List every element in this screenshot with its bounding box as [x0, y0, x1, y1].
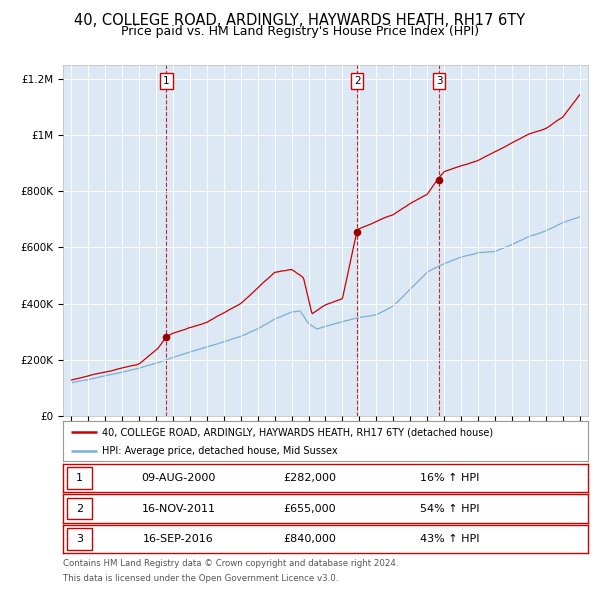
Text: 40, COLLEGE ROAD, ARDINGLY, HAYWARDS HEATH, RH17 6TY: 40, COLLEGE ROAD, ARDINGLY, HAYWARDS HEA… [74, 13, 526, 28]
Text: 1: 1 [76, 473, 83, 483]
Text: 2: 2 [76, 504, 83, 513]
FancyBboxPatch shape [67, 529, 92, 550]
Text: 3: 3 [76, 535, 83, 544]
Text: £282,000: £282,000 [283, 473, 336, 483]
Text: 54% ↑ HPI: 54% ↑ HPI [420, 504, 479, 513]
Text: £655,000: £655,000 [283, 504, 336, 513]
Text: 16% ↑ HPI: 16% ↑ HPI [420, 473, 479, 483]
Text: HPI: Average price, detached house, Mid Sussex: HPI: Average price, detached house, Mid … [103, 445, 338, 455]
Text: Price paid vs. HM Land Registry's House Price Index (HPI): Price paid vs. HM Land Registry's House … [121, 25, 479, 38]
Text: 40, COLLEGE ROAD, ARDINGLY, HAYWARDS HEATH, RH17 6TY (detached house): 40, COLLEGE ROAD, ARDINGLY, HAYWARDS HEA… [103, 427, 493, 437]
Text: This data is licensed under the Open Government Licence v3.0.: This data is licensed under the Open Gov… [63, 574, 338, 583]
Text: Contains HM Land Registry data © Crown copyright and database right 2024.: Contains HM Land Registry data © Crown c… [63, 559, 398, 568]
FancyBboxPatch shape [67, 467, 92, 489]
Text: 16-SEP-2016: 16-SEP-2016 [143, 535, 214, 544]
Text: 09-AUG-2000: 09-AUG-2000 [142, 473, 215, 483]
Text: 3: 3 [436, 76, 442, 86]
Text: 16-NOV-2011: 16-NOV-2011 [142, 504, 215, 513]
Text: 1: 1 [163, 76, 170, 86]
Text: 43% ↑ HPI: 43% ↑ HPI [420, 535, 479, 544]
Text: 2: 2 [354, 76, 361, 86]
Text: £840,000: £840,000 [283, 535, 336, 544]
FancyBboxPatch shape [67, 498, 92, 519]
